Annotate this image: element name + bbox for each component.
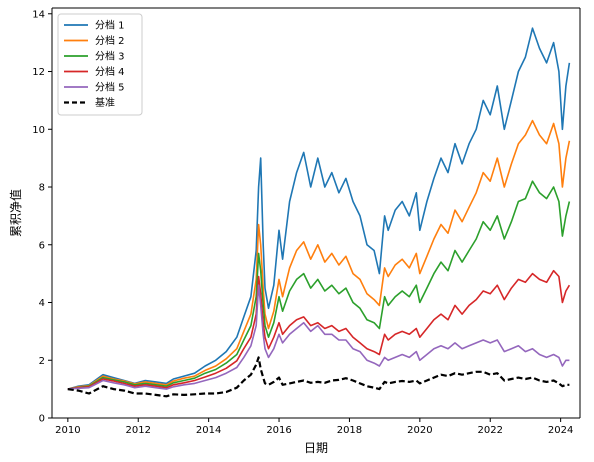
y-tick-label: 0 [39,414,45,425]
series-line-3 [67,180,571,390]
y-tick-label: 12 [32,67,45,78]
series-line-6 [67,356,570,398]
legend: 分档 1 分档 2 分档 3 分档 4 分档 5 基准 [57,13,143,116]
legend-label-3: 分档 3 [95,50,125,63]
y-tick-label: 6 [39,240,45,251]
legend-label-5: 分档 5 [95,81,125,94]
y-tick-label: 14 [32,9,45,20]
x-tick-label: 2018 [337,425,362,436]
x-tick-label: 2024 [548,425,573,436]
axes: 2010 2012 2014 2016 2018 2020 2022 2024 0 2 4 6 8 10 1… [32,7,581,436]
legend-label-1: 分档 1 [95,19,125,32]
y-axis-label: 累积净值 [8,189,23,237]
x-tick-label: 2016 [266,425,291,436]
series-line-5 [67,284,570,390]
legend-label-4: 分档 4 [95,65,125,78]
series-line-1 [67,27,571,390]
y-tick-label: 8 [39,183,45,194]
legend-label-2: 分档 2 [95,34,125,47]
x-tick-label: 2020 [407,425,432,436]
x-tick-label: 2010 [55,425,80,436]
x-tick-label: 2014 [196,425,221,436]
series-line-2 [67,119,571,390]
y-tick-label: 10 [32,125,45,136]
x-tick-label: 2012 [126,425,151,436]
series-line-4 [67,269,571,390]
x-axis-label: 日期 [304,441,328,455]
y-tick-label: 4 [39,298,45,309]
legend-box [57,13,143,116]
series-layer [67,27,571,398]
y-tick-label: 2 [39,356,45,367]
x-tick-label: 2022 [478,425,503,436]
legend-label-6: 基准 [95,96,115,109]
